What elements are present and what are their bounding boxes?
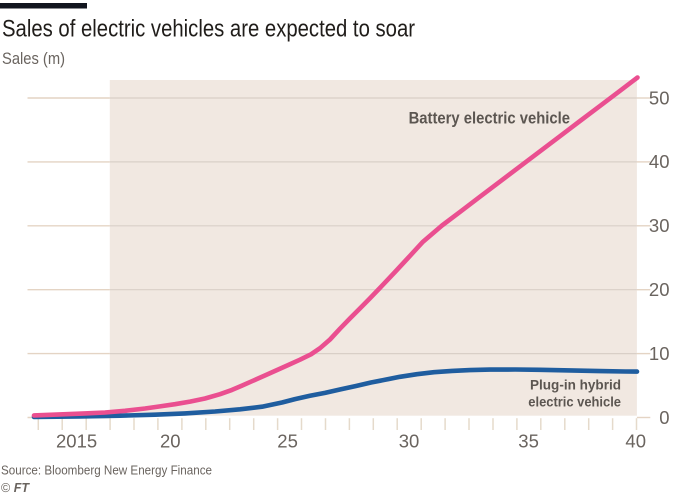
svg-text:Sales (m): Sales (m) [2,49,65,68]
svg-text:0: 0 [659,407,669,428]
svg-text:40: 40 [625,430,646,451]
svg-text:Battery electric vehicle: Battery electric vehicle [409,109,570,127]
svg-text:50: 50 [649,87,670,108]
svg-text:Sales of electric vehicles are: Sales of electric vehicles are expected … [2,16,415,43]
svg-text:20: 20 [160,430,181,451]
svg-text:35: 35 [518,430,539,451]
svg-text:30: 30 [399,430,420,451]
svg-text:40: 40 [649,151,670,172]
svg-text:Plug-in hybrid: Plug-in hybrid [530,377,621,393]
svg-text:electric vehicle: electric vehicle [528,394,621,410]
svg-text:30: 30 [649,215,670,236]
svg-text:25: 25 [277,430,298,451]
svg-text:© FT: © FT [1,481,30,495]
svg-text:Source: Bloomberg New Energy F: Source: Bloomberg New Energy Finance [1,464,212,478]
svg-text:20: 20 [649,279,670,300]
svg-text:2015: 2015 [56,430,97,451]
svg-text:10: 10 [649,343,670,364]
